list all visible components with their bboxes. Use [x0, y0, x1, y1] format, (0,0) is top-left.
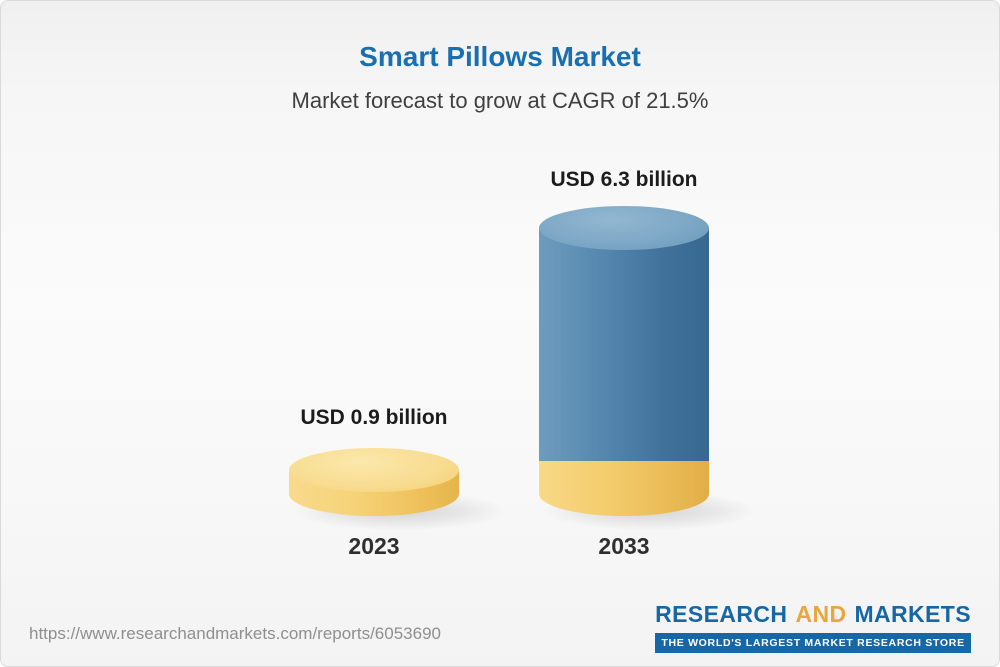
- chart-subtitle: Market forecast to grow at CAGR of 21.5%: [291, 88, 709, 113]
- bar-2033-yellow-base-segment: [539, 461, 709, 516]
- logo-tagline: THE WORLD'S LARGEST MARKET RESEARCH STOR…: [655, 633, 971, 653]
- bar-2023-cylinder-cap: [289, 448, 459, 492]
- research-and-markets-logo: RESEARCH AND MARKETS THE WORLD'S LARGEST…: [655, 601, 971, 653]
- chart-title: Smart Pillows Market: [359, 41, 641, 72]
- logo-word-research: RESEARCH: [655, 601, 788, 627]
- bar-value-label-2023: USD 0.9 billion: [300, 406, 448, 429]
- bar-2033-blue-segment: [539, 228, 709, 461]
- logo-wordmark: RESEARCH AND MARKETS: [655, 601, 971, 628]
- x-axis-label-2023: 2023: [348, 533, 400, 559]
- bar-2023-cylinder: [289, 448, 505, 530]
- x-axis-label-2033: 2033: [598, 533, 650, 559]
- logo-word-markets: MARKETS: [854, 601, 971, 627]
- logo-word-and: AND: [795, 601, 847, 627]
- bar-2033-cylinder-cap: [539, 206, 709, 250]
- report-url: https://www.researchandmarkets.com/repor…: [29, 624, 441, 643]
- bar-2033-cylinder-side: [539, 228, 709, 516]
- bar-value-label-2033: USD 6.3 billion: [550, 168, 698, 191]
- bar-2033-cylinder: [539, 206, 755, 530]
